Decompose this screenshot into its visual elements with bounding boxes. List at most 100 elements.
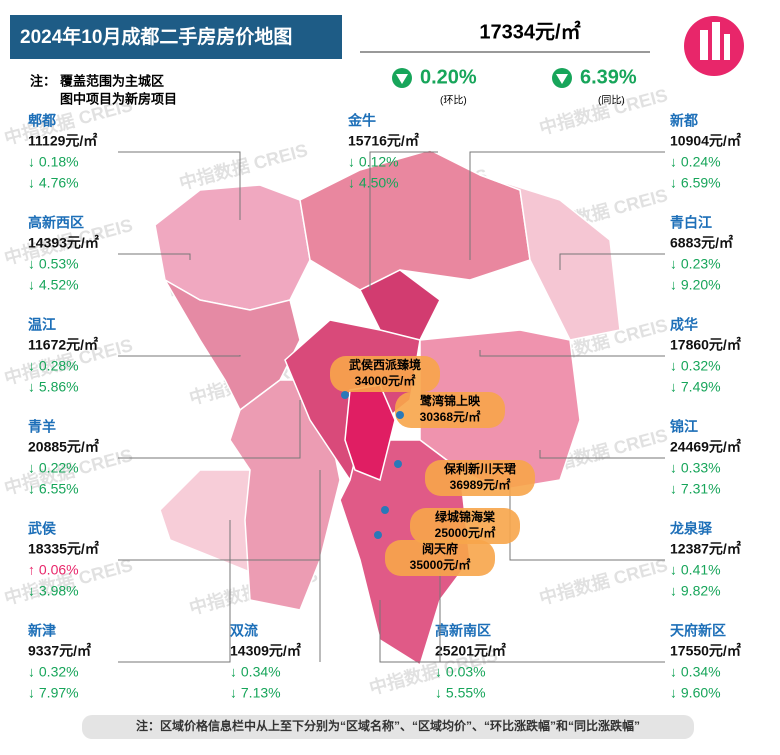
note-line: 覆盖范围为主城区 — [60, 73, 164, 88]
district-price: 12387元/㎡ — [670, 541, 741, 557]
project-name: 武侯西派臻境 — [349, 357, 421, 372]
project-dot — [394, 460, 402, 468]
district-yoy: ↓ 7.97% — [28, 685, 79, 701]
region — [358, 269, 441, 341]
district-name: 青白江 — [670, 215, 712, 231]
district-mom: ↓ 0.32% — [28, 664, 79, 680]
project-label — [395, 392, 505, 428]
district-mom: ↓ 0.33% — [670, 460, 721, 476]
project-price: 30368元/㎡ — [420, 409, 481, 424]
district-yoy: ↓ 4.76% — [28, 175, 79, 191]
region — [299, 149, 531, 291]
district-name: 青羊 — [28, 419, 56, 435]
note-label: 注： — [30, 73, 56, 88]
district-yoy: ↓ 7.49% — [670, 379, 721, 395]
district-name: 成华 — [670, 317, 698, 333]
footer-box — [82, 715, 694, 739]
watermark: 中指数据 CREIS — [537, 554, 670, 608]
district-price: 11672元/㎡ — [28, 337, 98, 353]
district-price: 14393元/㎡ — [28, 235, 99, 251]
district-mom: ↓ 0.23% — [670, 256, 721, 272]
district-name: 高新西区 — [28, 215, 84, 231]
district-name: 金牛 — [347, 113, 376, 129]
district-price: 15716元/㎡ — [348, 133, 419, 149]
district-yoy: ↓ 9.82% — [670, 583, 721, 599]
district-price: 24469元/㎡ — [670, 439, 741, 455]
district-yoy: ↓ 9.60% — [670, 685, 721, 701]
district-mom: ↓ 0.34% — [670, 664, 721, 680]
district-price: 20885元/㎡ — [28, 439, 99, 455]
district-price: 14309元/㎡ — [230, 643, 301, 659]
title: 2024年10月成都二手房房价地图 — [20, 25, 292, 48]
logo — [700, 30, 708, 60]
mom: 0.20% — [420, 66, 477, 88]
district-name: 高新南区 — [435, 623, 491, 639]
district-name: 天府新区 — [670, 623, 726, 639]
project-dot — [374, 531, 382, 539]
district-yoy: ↓ 4.52% — [28, 277, 79, 293]
project-label — [385, 540, 495, 576]
region — [479, 174, 621, 341]
project-label — [330, 356, 440, 392]
leader-line — [509, 480, 665, 561]
watermark: 中指数据 CREIS — [537, 84, 670, 138]
title-box — [10, 15, 342, 59]
district-name: 新津 — [28, 623, 56, 639]
watermark: 中指数据 CREIS — [177, 139, 310, 193]
logo — [712, 22, 720, 60]
leader-line — [118, 151, 241, 220]
district-mom: ↓ 0.28% — [28, 358, 79, 374]
district-price: 25201元/㎡ — [435, 643, 506, 659]
leader-line — [118, 355, 241, 357]
project-label — [410, 508, 520, 544]
leader-line — [369, 151, 438, 290]
district-name: 锦江 — [670, 419, 698, 435]
district-price: 17550元/㎡ — [670, 643, 741, 659]
district-mom: ↑ 0.06% — [28, 562, 79, 578]
project-price: 35000元/㎡ — [410, 557, 471, 572]
district-yoy: ↓ 5.86% — [28, 379, 79, 395]
leader-line — [118, 400, 301, 459]
yoy: 6.39% — [580, 66, 637, 88]
leader-line — [539, 450, 665, 459]
district-mom: ↓ 0.53% — [28, 256, 79, 272]
leader-line — [118, 253, 191, 260]
project-name: 鹭湾锦上映 — [420, 393, 481, 408]
district-yoy: ↓ 6.55% — [28, 481, 79, 497]
district-name: 龙泉驿 — [669, 521, 713, 537]
district-yoy: ↓ 9.20% — [670, 277, 721, 293]
project-price: 36989元/㎡ — [450, 477, 511, 492]
leader-line — [118, 520, 231, 663]
district-price: 9337元/㎡ — [28, 643, 91, 659]
district-name: 温江 — [28, 317, 56, 333]
leader-line — [469, 151, 665, 260]
district-yoy: ↓ 4.50% — [348, 175, 399, 191]
district-mom: ↓ 0.22% — [28, 460, 79, 476]
district-price: 6883元/㎡ — [670, 235, 733, 251]
project-name: 保利新川天珺 — [443, 461, 516, 476]
district-price: 17860元/㎡ — [670, 337, 741, 353]
district-mom: ↓ 0.03% — [435, 664, 486, 680]
project-dot — [381, 506, 389, 514]
project-name: 阅天府 — [422, 541, 458, 556]
down-icon — [556, 74, 568, 84]
project-label — [425, 460, 535, 496]
mom-label: (环比) — [440, 95, 467, 107]
down-icon — [396, 74, 408, 84]
district-price: 11129元/㎡ — [28, 133, 97, 149]
district-price: 18335元/㎡ — [28, 541, 99, 557]
district-name: 武侯 — [28, 521, 57, 537]
district-mom: ↓ 0.12% — [348, 154, 399, 170]
project-dot — [341, 391, 349, 399]
note-line: 图中项目为新房项目 — [60, 91, 177, 106]
project-price: 25000元/㎡ — [435, 525, 496, 540]
district-mom: ↓ 0.32% — [670, 358, 721, 374]
district-mom: ↓ 0.24% — [670, 154, 721, 170]
district-yoy: ↓ 5.55% — [435, 685, 486, 701]
district-yoy: ↓ 7.31% — [670, 481, 721, 497]
district-yoy: ↓ 3.98% — [28, 583, 79, 599]
district-name: 双流 — [230, 623, 258, 639]
avg-price: 17334元/㎡ — [479, 19, 580, 43]
